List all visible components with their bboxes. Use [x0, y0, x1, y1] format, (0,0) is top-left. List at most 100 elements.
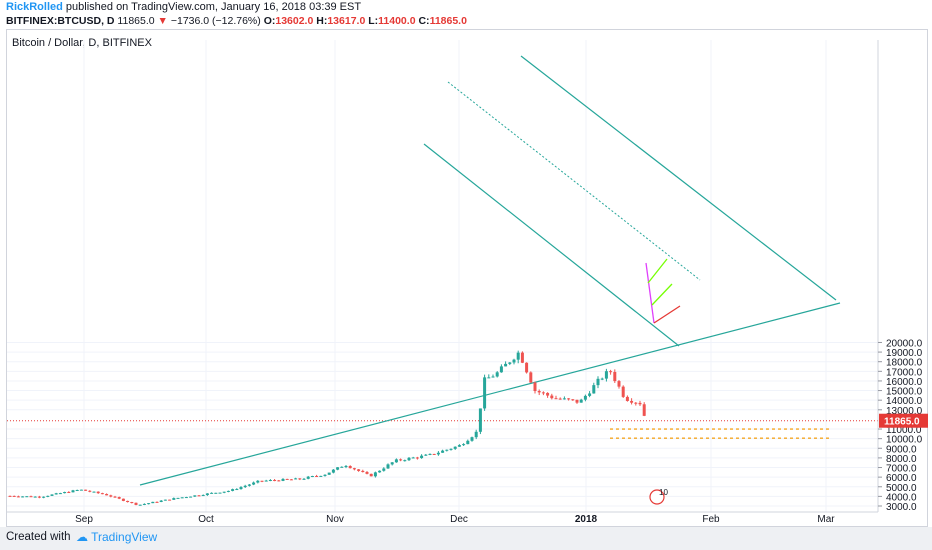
price-tick-label: 8000.0: [886, 454, 917, 465]
price-tick-label: 6000.0: [886, 473, 917, 484]
candle-body: [638, 402, 642, 405]
candle-body: [466, 440, 470, 445]
projection-leg-2: [653, 305, 681, 324]
price-chart[interactable]: Bitcoin / Dollar, D, BITFINEX 10 20000.0…: [0, 0, 932, 527]
candle-body: [71, 490, 75, 493]
price-tick-label: 11000.0: [886, 425, 922, 436]
candle-body: [508, 362, 512, 364]
candle-body: [621, 386, 625, 397]
tradingview-brand: TradingView: [91, 530, 158, 544]
projection-leg-4: [651, 283, 673, 306]
price-tick-label: 19000.0: [886, 348, 923, 359]
candle-body: [365, 472, 369, 474]
low-value: 11400.0: [378, 15, 416, 27]
candle-body: [344, 466, 348, 468]
last-price-tag: [879, 413, 928, 428]
candle-body: [302, 478, 306, 480]
time-axis[interactable]: Sep Oct Nov Dec 2018 Feb Mar: [7, 511, 878, 525]
candle-body: [319, 475, 323, 477]
candle-body: [357, 469, 361, 471]
candle-body: [239, 487, 243, 490]
candle-body: [54, 493, 58, 495]
time-tick-label: Nov: [326, 514, 344, 525]
candle-body: [151, 501, 155, 504]
candle-body: [79, 489, 83, 491]
candle-body: [546, 392, 550, 396]
candle-body: [100, 493, 104, 495]
last-price: 11865.0: [117, 15, 155, 27]
candle-body: [218, 492, 222, 494]
tradingview-logo[interactable]: ☁ TradingView: [76, 530, 158, 544]
candle-body: [92, 491, 96, 493]
candle-body: [306, 476, 310, 479]
candle-body: [483, 377, 487, 409]
price-tick-label: 10000.0: [886, 435, 923, 446]
candle-body: [520, 352, 524, 363]
price-tick-label: 4000.0: [886, 492, 917, 503]
price-tick-label: 9000.0: [886, 444, 917, 455]
high-value: 13617.0: [327, 15, 366, 27]
close-label: C:: [418, 15, 430, 27]
candle-body: [487, 377, 491, 379]
candle-body: [42, 496, 46, 498]
candle-body: [378, 470, 382, 473]
channel-upper-line: [520, 55, 837, 301]
candle-body: [168, 499, 172, 501]
candle-body: [399, 459, 403, 461]
candle-body: [256, 480, 260, 483]
candle-body: [491, 376, 495, 378]
candle-body: [579, 399, 583, 403]
drawings: 10: [7, 55, 878, 505]
candle-body: [352, 468, 356, 470]
candle-body: [264, 480, 268, 482]
candle-body: [613, 371, 617, 382]
last-price-label: 11865.0: [884, 417, 920, 428]
candle-body: [37, 496, 41, 498]
events-badge-icon: [649, 489, 665, 505]
candle-body: [281, 478, 285, 481]
candle-body: [184, 497, 188, 499]
candle-body: [12, 495, 16, 497]
candle-body: [29, 496, 33, 498]
candle-body: [617, 381, 621, 387]
candle-body: [592, 385, 596, 394]
candle-body: [155, 501, 159, 503]
time-tick-label: Dec: [450, 514, 468, 525]
candle-body: [432, 453, 436, 455]
candle-body: [558, 398, 562, 400]
candle-body: [21, 496, 25, 498]
candle-body: [504, 363, 508, 367]
price-tick-label: 16000.0: [886, 377, 923, 388]
candle-body: [222, 491, 226, 493]
close-value: 11865.0: [429, 15, 467, 27]
candle-body: [176, 497, 180, 499]
candle-body: [105, 494, 109, 496]
candle-body: [260, 480, 264, 482]
candle-body: [499, 366, 503, 373]
candle-body: [562, 398, 566, 400]
open-value: 13602.0: [275, 15, 314, 27]
candle-body: [567, 398, 571, 400]
price-axis[interactable]: 20000.019000.018000.017000.016000.015000…: [877, 40, 928, 513]
candle-body: [201, 495, 205, 497]
candle-body: [96, 491, 100, 494]
candle-body: [495, 372, 499, 377]
candle-body: [285, 478, 289, 480]
candle-body: [323, 474, 327, 476]
candle-body: [134, 502, 138, 505]
candle-body: [231, 489, 235, 491]
author-name[interactable]: RickRolled: [6, 1, 63, 13]
candle-body: [243, 485, 247, 488]
events-badge-count: 10: [659, 488, 668, 497]
candle-body: [88, 490, 92, 492]
candle-body: [625, 396, 629, 401]
candle-body: [554, 398, 558, 400]
candle-body: [159, 500, 163, 502]
candle-body: [289, 479, 293, 481]
price-tick-label: 17000.0: [886, 367, 923, 378]
candle-body: [142, 503, 146, 505]
candle-body: [596, 378, 600, 386]
candle-body: [382, 468, 386, 471]
candle-body: [361, 470, 365, 473]
ascending-trendline: [139, 302, 841, 486]
